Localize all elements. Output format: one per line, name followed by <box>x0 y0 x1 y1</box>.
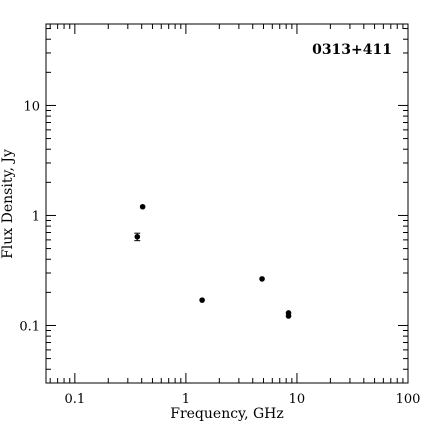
ticks-layer <box>46 24 409 384</box>
data-point <box>139 203 146 210</box>
x-tick-label: 1 <box>182 392 190 407</box>
x-tick-label: 100 <box>396 392 421 407</box>
x-tick-label: 10 <box>289 392 306 407</box>
y-axis-label: Flux Density, Jy <box>0 149 16 259</box>
plot-frame <box>45 23 409 384</box>
y-tick-label: 0.1 <box>19 319 40 334</box>
data-point <box>285 313 292 319</box>
data-point <box>259 276 265 282</box>
y-tick-label: 10 <box>23 99 40 114</box>
y-tick-label: 1 <box>32 209 40 224</box>
data-point <box>134 233 141 240</box>
points-layer <box>134 203 292 319</box>
labels-layer: 0.1 1 10 100 0.1 1 10 <box>19 99 420 407</box>
x-axis-label: Frequency, GHz <box>170 406 284 422</box>
chart-title: 0313+411 <box>312 42 392 58</box>
data-point <box>199 297 205 303</box>
x-tick-label: 0.1 <box>64 392 85 407</box>
